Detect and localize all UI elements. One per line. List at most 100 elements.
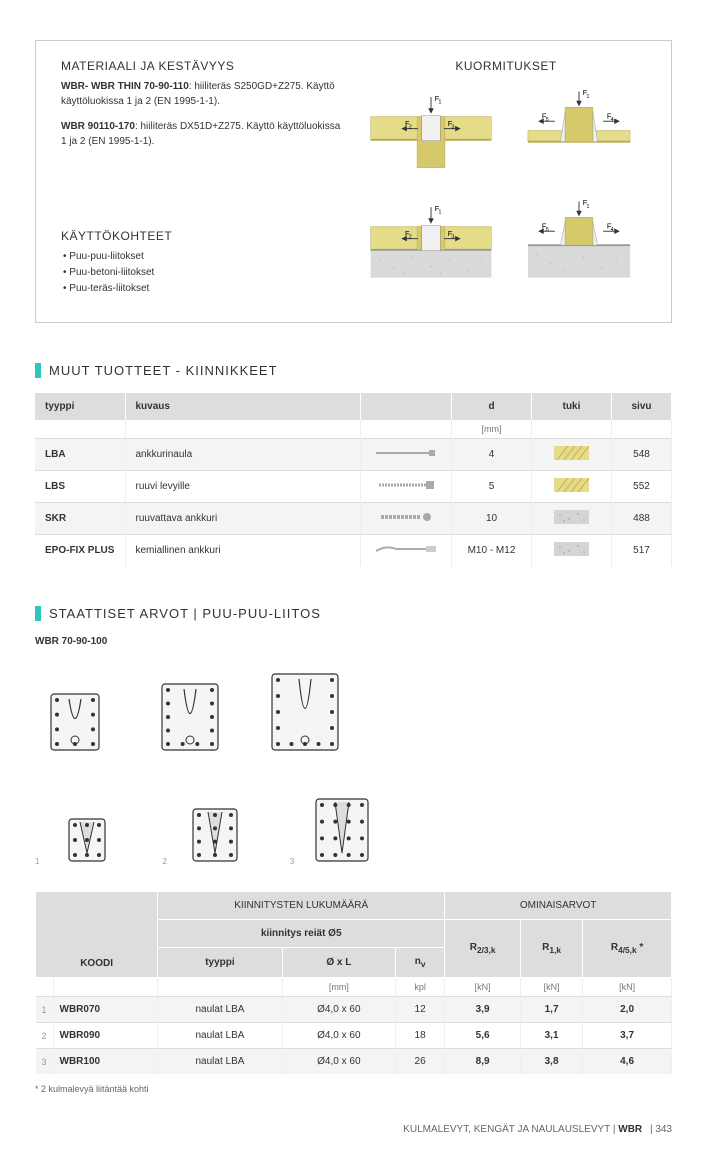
cell-kuvaus: kemiallinen ankkuri: [125, 535, 361, 567]
th-kuvaus: kuvaus: [125, 393, 361, 420]
cell-d: 5: [452, 471, 532, 503]
cell-oxl: Ø4,0 x 60: [282, 997, 395, 1023]
cell-tuki: [532, 439, 612, 471]
th-r45: R4/5,k *: [583, 920, 672, 978]
cell-kuvaus: ruuvi levyille: [125, 471, 361, 503]
cell-d: M10 - M12: [452, 535, 532, 567]
bracket-row-top: [35, 665, 672, 758]
footnote: * 2 kulmalevyä liitäntää kohti: [35, 1084, 672, 1094]
cell-tuki: [532, 503, 612, 535]
bracket-top-icon: [35, 665, 115, 758]
cell-r1: 1,7: [521, 997, 583, 1023]
cell-tyyppi: naulat LBA: [158, 997, 283, 1023]
uses-title: KÄYTTÖKOHTEET: [61, 229, 346, 243]
cell-idx: 2: [36, 1023, 54, 1049]
bracket-top-icon: [150, 665, 230, 758]
cell-tyyppi: naulat LBA: [158, 1049, 283, 1075]
footer-code: WBR: [618, 1124, 642, 1135]
load-diagram-2: F1 F5 F4: [514, 83, 644, 178]
cell-r45: 4,6: [583, 1049, 672, 1075]
th-d-unit: [mm]: [452, 420, 532, 439]
cell-idx: 1: [36, 997, 54, 1023]
cell-kuvaus: ruuvattava ankkuri: [125, 503, 361, 535]
cell-sivu: 488: [612, 503, 672, 535]
th-koodi: KOODI: [36, 892, 158, 978]
th-img: [361, 393, 452, 420]
fastener-icon: [361, 503, 452, 535]
loads-section: KUORMITUKSET F1 F2 F3: [366, 59, 646, 297]
cell-tuki: [532, 471, 612, 503]
cell-sivu: 517: [612, 535, 672, 567]
svg-text:5: 5: [545, 117, 548, 123]
cell-oxl: Ø4,0 x 60: [282, 1049, 395, 1075]
load-diagram-3: F1 F2 F3: [366, 193, 496, 288]
accent-bar-icon: [35, 363, 41, 378]
section-1-title: MUUT TUOTTEET - KIINNIKKEET: [49, 363, 278, 378]
cell-tyyppi: naulat LBA: [158, 1023, 283, 1049]
th-tyyppi: tyyppi: [35, 393, 125, 420]
section-2-title: STAATTISET ARVOT | PUU-PUU-LIITOS: [49, 606, 321, 621]
th-nv: nv: [395, 948, 444, 978]
cell-sivu: 548: [612, 439, 672, 471]
cell-nv: 26: [395, 1049, 444, 1075]
cell-tyyppi: SKR: [35, 503, 125, 535]
cell-koodi: WBR070: [53, 997, 158, 1023]
fastener-icon: [361, 439, 452, 471]
loads-title: KUORMITUKSET: [366, 59, 646, 73]
cell-d: 10: [452, 503, 532, 535]
cell-tyyppi: LBA: [35, 439, 125, 471]
th-r1: R1,k: [521, 920, 583, 978]
cell-sivu: 552: [612, 471, 672, 503]
unit: [kN]: [445, 978, 521, 997]
svg-text:2: 2: [409, 235, 412, 241]
th-ominaisarvot: OMINAISARVOT: [445, 892, 672, 920]
cell-koodi: WBR100: [53, 1049, 158, 1075]
uses-list: Puu-puu-liitokset Puu-betoni-liitokset P…: [63, 249, 346, 297]
unit: [kN]: [521, 978, 583, 997]
cell-nv: 12: [395, 997, 444, 1023]
unit: [kN]: [583, 978, 672, 997]
fastener-icon: [361, 471, 452, 503]
uses-item: Puu-betoni-liitokset: [63, 265, 346, 281]
cell-koodi: WBR090: [53, 1023, 158, 1049]
th-oxl: Ø x L: [282, 948, 395, 978]
svg-text:5: 5: [545, 227, 548, 233]
material-line1-bold: WBR- WBR THIN 70-90-110: [61, 81, 189, 92]
material-section: MATERIAALI JA KESTÄVYYS WBR- WBR THIN 70…: [61, 59, 346, 297]
material-line2: WBR 90110-170: hiiliteräs DX51D+Z275. Kä…: [61, 119, 346, 149]
cell-r1: 3,8: [521, 1049, 583, 1075]
material-line1: WBR- WBR THIN 70-90-110: hiiliteräs S250…: [61, 79, 346, 109]
cell-idx: 3: [36, 1049, 54, 1075]
cell-r45: 3,7: [583, 1023, 672, 1049]
section-1-header: MUUT TUOTTEET - KIINNIKKEET: [35, 363, 672, 378]
th-kiinnitys-reiät: kiinnitys reiät Ø5: [158, 920, 445, 948]
load-diagram-1: F1 F2 F3: [366, 83, 496, 178]
bracket-front-icon: 1: [35, 776, 127, 866]
material-line2-bold: WBR 90110-170: [61, 121, 135, 132]
section-2-subtitle: WBR 70-90-100: [35, 636, 672, 647]
svg-text:1: 1: [586, 94, 589, 100]
section-2-header: STAATTISET ARVOT | PUU-PUU-LIITOS: [35, 606, 672, 621]
th-tuki: tuki: [532, 393, 612, 420]
material-loads-box: MATERIAALI JA KESTÄVYYS WBR- WBR THIN 70…: [35, 40, 672, 323]
svg-text:4: 4: [610, 227, 613, 233]
th-kiinnitysten: KIINNITYSTEN LUKUMÄÄRÄ: [158, 892, 445, 920]
cell-nv: 18: [395, 1023, 444, 1049]
uses-item: Puu-puu-liitokset: [63, 249, 346, 265]
cell-d: 4: [452, 439, 532, 471]
cell-r45: 2,0: [583, 997, 672, 1023]
th-tyyppi: tyyppi: [158, 948, 283, 978]
th-d: d: [452, 393, 532, 420]
load-diagram-4: F1 F5 F4: [514, 193, 644, 288]
bracket-top-icon: [265, 665, 345, 758]
page-footer: KULMALEVYT, KENGÄT JA NAULAUSLEVYT | WBR…: [35, 1124, 672, 1135]
svg-text:1: 1: [438, 100, 441, 106]
bracket-front-icon: 3: [290, 776, 382, 866]
cell-tuki: [532, 535, 612, 567]
svg-text:2: 2: [409, 125, 412, 131]
cell-r23: 3,9: [445, 997, 521, 1023]
cell-r23: 8,9: [445, 1049, 521, 1075]
svg-text:1: 1: [586, 204, 589, 210]
uses-item: Puu-teräs-liitokset: [63, 281, 346, 297]
footer-text: KULMALEVYT, KENGÄT JA NAULAUSLEVYT |: [403, 1124, 615, 1135]
